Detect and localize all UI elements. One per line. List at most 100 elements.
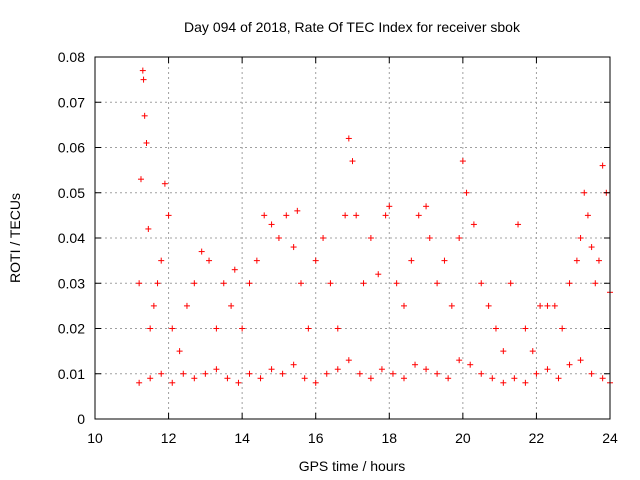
data-point xyxy=(327,280,334,287)
data-point xyxy=(533,370,540,377)
data-point xyxy=(537,302,544,309)
data-point xyxy=(389,370,396,377)
data-point xyxy=(312,379,319,386)
data-point xyxy=(169,325,176,332)
data-point xyxy=(588,370,595,377)
data-point xyxy=(489,375,496,382)
data-point xyxy=(220,280,227,287)
data-point xyxy=(158,257,165,264)
y-tick-label: 0.06 xyxy=(58,140,85,156)
data-point xyxy=(268,221,275,228)
data-point xyxy=(500,379,507,386)
x-tick-label: 24 xyxy=(602,430,618,446)
y-tick-label: 0.01 xyxy=(58,366,85,382)
data-point xyxy=(393,280,400,287)
data-point xyxy=(275,235,282,241)
data-point xyxy=(360,280,367,287)
data-point xyxy=(566,361,573,368)
data-point xyxy=(228,302,235,309)
x-axis-label: GPS time / hours xyxy=(299,458,406,474)
data-point xyxy=(522,325,529,332)
data-point xyxy=(434,280,441,287)
data-point xyxy=(305,325,312,332)
data-point xyxy=(231,266,238,273)
data-point xyxy=(145,225,152,232)
data-point xyxy=(378,366,385,373)
data-point xyxy=(581,189,588,196)
data-point xyxy=(401,375,407,382)
data-point xyxy=(573,257,580,264)
data-point xyxy=(154,280,161,287)
data-point xyxy=(183,302,190,309)
data-point xyxy=(356,370,363,377)
x-tick-label: 16 xyxy=(308,430,324,446)
x-tick-label: 12 xyxy=(161,430,177,446)
y-tick-label: 0.04 xyxy=(58,230,85,246)
data-point xyxy=(136,379,143,386)
data-point xyxy=(349,158,356,165)
data-point xyxy=(143,139,150,146)
data-point xyxy=(470,221,477,228)
data-point xyxy=(456,235,463,241)
data-point xyxy=(507,280,514,287)
data-point xyxy=(467,361,474,368)
y-tick-label: 0.07 xyxy=(58,94,85,110)
data-point xyxy=(158,370,165,377)
data-point xyxy=(279,370,286,377)
data-point xyxy=(382,212,389,219)
y-tick-label: 0.08 xyxy=(58,49,85,65)
data-point xyxy=(401,302,407,309)
data-point xyxy=(423,366,430,373)
data-point xyxy=(375,271,382,278)
data-point xyxy=(408,257,415,264)
data-point xyxy=(353,212,360,219)
data-point xyxy=(150,302,157,309)
data-point xyxy=(290,361,297,368)
data-point xyxy=(198,248,205,255)
data-point xyxy=(386,203,393,210)
x-tick-labels: 10 12 14 16 18 20 22 24 xyxy=(87,430,618,446)
data-point xyxy=(588,244,595,251)
data-point xyxy=(213,325,220,332)
data-point xyxy=(235,379,242,386)
data-point xyxy=(566,280,573,287)
data-point xyxy=(478,280,485,287)
data-point xyxy=(529,348,536,355)
data-point xyxy=(141,112,148,119)
data-point xyxy=(169,379,176,386)
data-point xyxy=(180,370,187,377)
data-point xyxy=(577,235,584,241)
data-point xyxy=(415,212,422,219)
data-point xyxy=(191,375,198,382)
data-point xyxy=(445,375,452,382)
x-tick-label: 20 xyxy=(455,430,471,446)
data-point xyxy=(283,212,290,219)
data-point xyxy=(246,280,253,287)
data-point xyxy=(257,375,264,382)
data-point xyxy=(515,221,522,228)
data-point xyxy=(577,357,584,364)
data-point xyxy=(334,325,341,332)
data-point xyxy=(551,302,558,309)
data-point xyxy=(334,366,341,373)
data-point xyxy=(463,189,470,196)
data-point xyxy=(323,370,330,377)
data-point xyxy=(423,203,430,210)
data-point xyxy=(599,375,606,382)
data-point xyxy=(147,325,154,332)
data-point xyxy=(511,375,518,382)
data-point xyxy=(599,162,606,169)
x-tick-label: 18 xyxy=(381,430,397,446)
data-point xyxy=(595,257,602,264)
data-point xyxy=(224,375,231,382)
data-point xyxy=(298,280,304,287)
y-tick-labels: 0 0.01 0.02 0.03 0.04 0.05 0.06 0.07 0.08 xyxy=(58,49,85,427)
data-point xyxy=(544,366,551,373)
data-point xyxy=(161,180,168,187)
data-point xyxy=(441,257,448,264)
data-point xyxy=(320,235,327,241)
data-points xyxy=(136,67,613,386)
data-point xyxy=(412,361,419,368)
